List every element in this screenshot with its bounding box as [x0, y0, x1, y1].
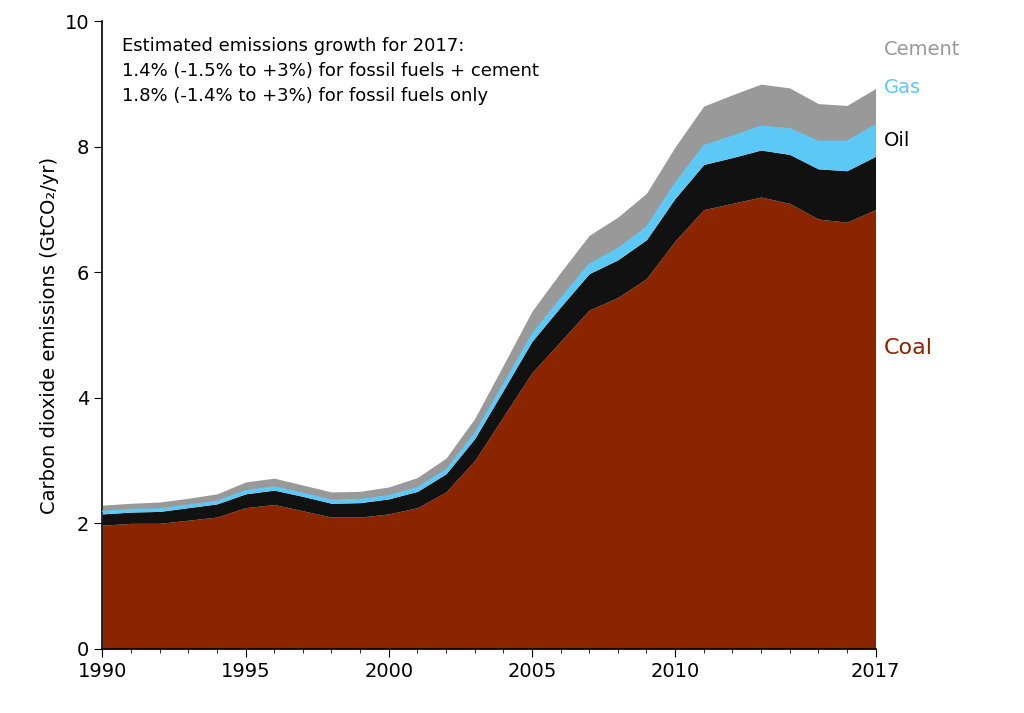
Text: Oil: Oil: [884, 131, 910, 150]
Text: Gas: Gas: [884, 78, 922, 97]
Text: Coal: Coal: [884, 338, 933, 358]
Text: Cement: Cement: [884, 40, 961, 59]
Y-axis label: Carbon dioxide emissions (GtCO₂/yr): Carbon dioxide emissions (GtCO₂/yr): [40, 157, 59, 513]
Text: Estimated emissions growth for 2017:
1.4% (-1.5% to +3%) for fossil fuels + ceme: Estimated emissions growth for 2017: 1.4…: [122, 37, 539, 105]
